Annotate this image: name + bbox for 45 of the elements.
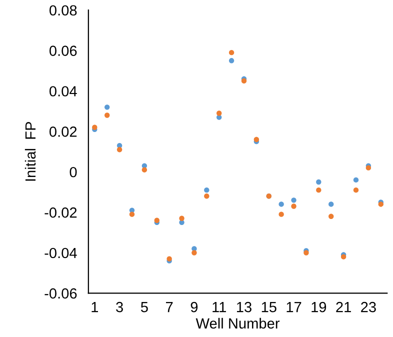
x-tick-label: 11 [212, 302, 226, 312]
point [142, 167, 148, 172]
x-tick-label: 13 [236, 302, 252, 312]
point [353, 177, 359, 183]
x-tick-label: 9 [190, 302, 198, 312]
x-tick-label: 5 [140, 302, 148, 312]
y-tick-label: 0.08 [50, 5, 77, 16]
point [192, 250, 197, 256]
y-axis-title: Initial FP [24, 122, 36, 181]
point [179, 216, 184, 221]
point [228, 50, 234, 56]
x-tick-label: 19 [312, 302, 326, 312]
point [328, 214, 334, 219]
x-axis-title: Well Number [196, 318, 280, 329]
point [353, 187, 359, 193]
y-tick-label: 0 [70, 166, 77, 178]
x-tick-label: 21 [336, 302, 351, 312]
x-tick-label: 7 [166, 302, 173, 312]
y-tick-label: -0.06 [44, 288, 77, 299]
x-tick-label: 15 [262, 302, 276, 312]
point [228, 58, 234, 64]
x-tick-label: 23 [361, 302, 376, 312]
point [316, 187, 322, 193]
point [291, 204, 296, 209]
y-tick-label: -0.04 [44, 248, 77, 258]
x-tick-label: 1 [92, 302, 98, 312]
point [104, 104, 110, 110]
point [204, 194, 210, 199]
point [116, 147, 122, 152]
point [204, 187, 210, 193]
point [278, 202, 284, 207]
point [328, 202, 334, 207]
y-tick-label: 0.02 [50, 126, 77, 137]
point [216, 110, 222, 116]
point [104, 112, 110, 118]
point [129, 212, 135, 217]
y-tick-label: 0.04 [50, 86, 77, 96]
x-tick-label: 3 [116, 302, 123, 312]
point [316, 179, 322, 185]
point [278, 212, 284, 217]
point [154, 218, 160, 223]
y-tick-label: -0.02 [44, 207, 77, 218]
x-tick-label: 17 [286, 302, 302, 312]
point [291, 198, 296, 203]
y-tick-label: 0.06 [50, 46, 77, 56]
